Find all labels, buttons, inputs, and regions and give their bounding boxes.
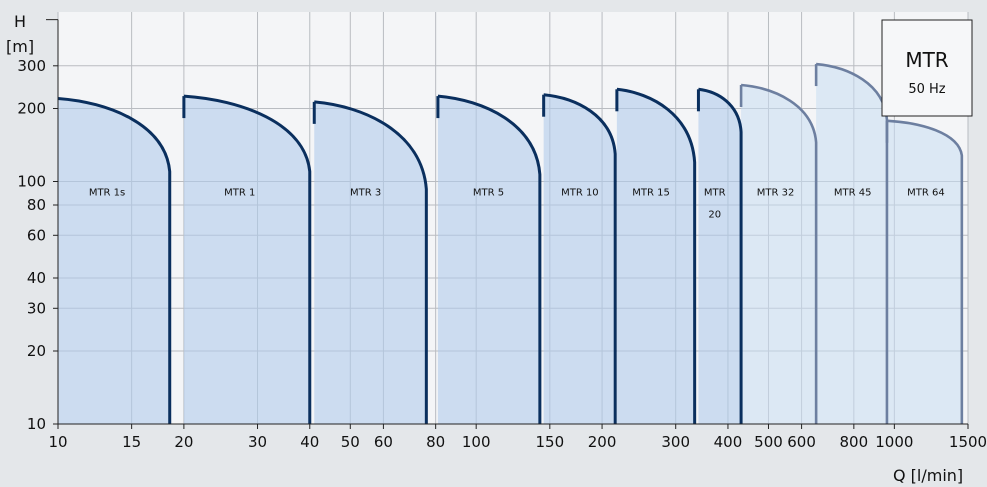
legend-box-title: MTR <box>905 48 948 72</box>
legend-box: MTR 50 Hz <box>881 19 973 117</box>
y-tick-label: 200 <box>17 100 46 118</box>
series-area <box>816 64 887 424</box>
x-tick-label: 800 <box>840 433 869 451</box>
series-area <box>886 120 962 424</box>
y-tick-label: 10 <box>27 415 46 433</box>
series-area <box>698 89 742 425</box>
series-label: MTR 15 <box>632 188 670 199</box>
series-curve <box>314 100 428 424</box>
x-tick-label: 80 <box>426 433 445 451</box>
series-labels: MTR 1s MTR 1 MTR 3 MTR 5 MTR 10 MTR 15 MTR 20 MT… <box>89 188 945 221</box>
x-tick-label: 15 <box>122 433 141 451</box>
y-tick-label: 30 <box>27 299 46 317</box>
x-tick-label: 300 <box>661 433 690 451</box>
series-curves <box>57 62 964 424</box>
x-tick-label: 30 <box>248 433 267 451</box>
series-label: MTR 1 <box>224 188 255 199</box>
series-label: MTR 32 <box>757 188 795 199</box>
series-label: MTR 45 <box>834 188 872 199</box>
series-area <box>183 96 310 424</box>
series-curve <box>543 93 617 424</box>
x-axis-label: Q [l/min] <box>893 466 963 485</box>
series-area <box>616 89 695 425</box>
y-tick-label: 80 <box>27 196 46 214</box>
series-label: MTR 1s <box>89 188 125 199</box>
x-tick-label: 150 <box>535 433 564 451</box>
series-curve <box>437 94 542 424</box>
series-area <box>437 96 540 424</box>
x-tick-label: 600 <box>787 433 816 451</box>
series-curve <box>183 94 312 424</box>
series-label: MTR 64 <box>907 188 945 199</box>
y-tick-label: 100 <box>17 173 46 191</box>
x-tick-label: 200 <box>588 433 617 451</box>
legend-box-frame <box>881 19 973 117</box>
series-curve <box>698 87 743 424</box>
x-tick-label: 1500 <box>949 433 987 451</box>
y-tick-label: 40 <box>27 269 46 287</box>
axis-ticks: 10 15 20 30 40 50 60 80 100 150 200 300 400 500 600 800… <box>17 19 987 451</box>
legend-box-subtitle: 50 Hz <box>908 82 945 97</box>
x-tick-label: 100 <box>462 433 491 451</box>
series-label: MTR <box>704 188 726 199</box>
series-curve <box>886 119 964 424</box>
x-tick-label: 10 <box>48 433 67 451</box>
series-label: 20 <box>708 210 721 221</box>
series-curve <box>740 83 818 424</box>
y-axis-label-line2: [m] <box>6 37 34 56</box>
series-label: MTR 5 <box>473 188 504 199</box>
x-tick-label: 50 <box>341 433 360 451</box>
series-curve <box>57 96 172 424</box>
series-area <box>543 94 616 424</box>
series-label: MTR 3 <box>350 188 381 199</box>
y-axis-label-line1: H <box>14 12 26 31</box>
series-area <box>314 101 427 424</box>
x-tick-label: 1000 <box>875 433 913 451</box>
series-label: MTR 10 <box>561 188 599 199</box>
x-tick-label: 400 <box>714 433 743 451</box>
y-tick-label: 20 <box>27 342 46 360</box>
series-area <box>58 98 170 424</box>
x-tick-label: 500 <box>754 433 783 451</box>
series-curve <box>616 87 697 424</box>
x-tick-label: 60 <box>374 433 393 451</box>
y-tick-label: 60 <box>27 226 46 244</box>
series-area <box>741 84 817 425</box>
x-tick-label: 20 <box>174 433 193 451</box>
y-tick-label: 300 <box>17 57 46 75</box>
x-tick-label: 40 <box>300 433 319 451</box>
series-areas <box>58 64 962 425</box>
